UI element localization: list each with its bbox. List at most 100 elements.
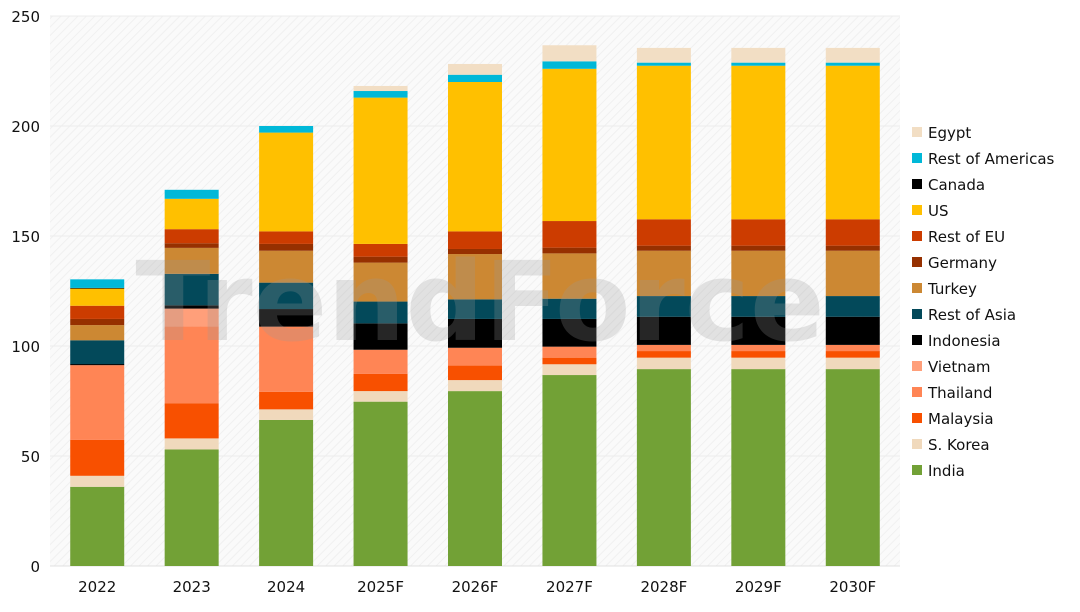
legend-item: Rest of Americas [912, 150, 1055, 168]
y-axis: 0 50 100 150 200 250 [11, 8, 40, 576]
bar-segment-indonesia [731, 316, 786, 345]
bar-segment-thailand [259, 326, 314, 392]
bar-segment-india [825, 369, 880, 566]
bar-segment-malaysia [259, 391, 314, 410]
bar-segment-us [259, 132, 314, 232]
legend-label: Germany [928, 254, 997, 272]
bar-segment-germany [70, 318, 125, 326]
bar-segment-thailand [825, 344, 880, 352]
x-tick-label: 2022 [78, 578, 116, 596]
bar-segment-thailand [448, 347, 502, 366]
bar-segment-s-korea [70, 475, 125, 487]
legend-label: Rest of Asia [928, 306, 1016, 324]
x-tick-label: 2026F [452, 578, 499, 596]
y-tick-label: 200 [11, 118, 40, 136]
bar-segment-indonesia [164, 305, 219, 309]
bar-segment-india [636, 369, 691, 566]
legend-swatch [912, 439, 922, 449]
bar-segment-germany [164, 243, 219, 248]
x-tick-label: 2023 [173, 578, 211, 596]
bar-segment-turkey [825, 250, 880, 297]
bar-segment-rest-of-asia [731, 296, 786, 317]
legend-label: Turkey [927, 280, 977, 298]
bar-segment-rest-of-asia [542, 298, 597, 319]
legend-item: Thailand [912, 384, 992, 402]
legend-swatch [912, 309, 922, 319]
legend-swatch [912, 413, 922, 423]
bar-segment-germany [731, 245, 786, 251]
bar-segment-rest-of-americas [731, 62, 786, 66]
bar-segment-germany [448, 248, 502, 255]
bar-segment-rest-of-asia [636, 296, 691, 317]
bar-segment-rest-of-eu [542, 221, 597, 248]
bar-segment-s-korea [448, 380, 502, 392]
bar-segment-indonesia [259, 309, 314, 327]
bar-segment-india [731, 369, 786, 566]
legend-item: Rest of Asia [912, 306, 1016, 324]
x-tick-label: 2025F [357, 578, 404, 596]
bar-segment-turkey [353, 262, 408, 302]
bar-segment-s-korea [259, 409, 314, 420]
legend-swatch [912, 231, 922, 241]
legend-swatch [912, 361, 922, 371]
bar-segment-egypt [825, 47, 880, 63]
bar-segment-rest-of-asia [353, 301, 408, 324]
bar-segment-rest-of-asia [70, 340, 125, 365]
legend-item: India [912, 462, 965, 480]
legend-item: Indonesia [912, 332, 1001, 350]
bar-segment-thailand [636, 344, 691, 352]
bar-segment-us [542, 68, 597, 222]
bar-segment-turkey [164, 247, 219, 274]
bar-segment-germany [542, 247, 597, 254]
x-tick-label: 2030F [829, 578, 876, 596]
legend-swatch [912, 153, 922, 163]
x-tick-label: 2028F [640, 578, 687, 596]
legend-item: Germany [912, 254, 997, 272]
legend-swatch [912, 387, 922, 397]
bar-segment-us [353, 97, 408, 244]
y-tick-label: 150 [11, 228, 40, 246]
bar-segment-thailand [353, 349, 408, 374]
bar-segment-india [448, 391, 502, 566]
y-tick-label: 250 [11, 8, 40, 26]
bar-segment-us [636, 65, 691, 220]
bar-segment-malaysia [448, 365, 502, 381]
x-tick-label: 2024 [267, 578, 305, 596]
bar-segment-thailand [70, 365, 125, 440]
legend-label: S. Korea [928, 436, 990, 454]
bar-segment-egypt [731, 47, 786, 63]
legend-swatch [912, 335, 922, 345]
bar-segment-germany [825, 245, 880, 251]
bar-segment-turkey [731, 250, 786, 297]
bar-segment-indonesia [70, 364, 125, 366]
legend-label: Vietnam [928, 358, 991, 376]
bar-segment-s-korea [353, 391, 408, 402]
bar-segment-rest-of-americas [70, 279, 125, 288]
bar-segment-indonesia [353, 323, 408, 350]
bar-segment-indonesia [542, 318, 597, 347]
legend-label: US [928, 202, 949, 220]
bar-segment-us [70, 288, 125, 306]
bar-segment-rest-of-eu [164, 229, 219, 244]
legend-label: Rest of Americas [928, 150, 1055, 168]
legend-swatch [912, 179, 922, 189]
bar-segment-indonesia [636, 316, 691, 345]
legend-label: Rest of EU [928, 228, 1005, 246]
bar-segment-rest-of-eu [70, 305, 125, 319]
bar-segment-india [259, 419, 314, 566]
bar-segment-vietnam [164, 308, 219, 327]
bar-segment-thailand [542, 346, 597, 358]
bar-segment-germany [353, 256, 408, 263]
legend-item: Turkey [912, 280, 977, 298]
bars [70, 45, 880, 566]
legend: Egypt Rest of Americas Canada US Rest of EU G… [912, 124, 1055, 480]
legend-swatch [912, 205, 922, 215]
bar-segment-thailand [731, 344, 786, 352]
bar-segment-egypt [636, 47, 691, 63]
bar-segment-rest-of-americas [825, 62, 880, 66]
bar-segment-india [353, 401, 408, 566]
legend-item: Rest of EU [912, 228, 1005, 246]
x-axis: 2022 2023 2024 2025F 2026F 2027F 2028F 2029F 203… [78, 578, 876, 596]
bar-segment-rest-of-eu [448, 231, 502, 249]
legend-item: US [912, 202, 949, 220]
